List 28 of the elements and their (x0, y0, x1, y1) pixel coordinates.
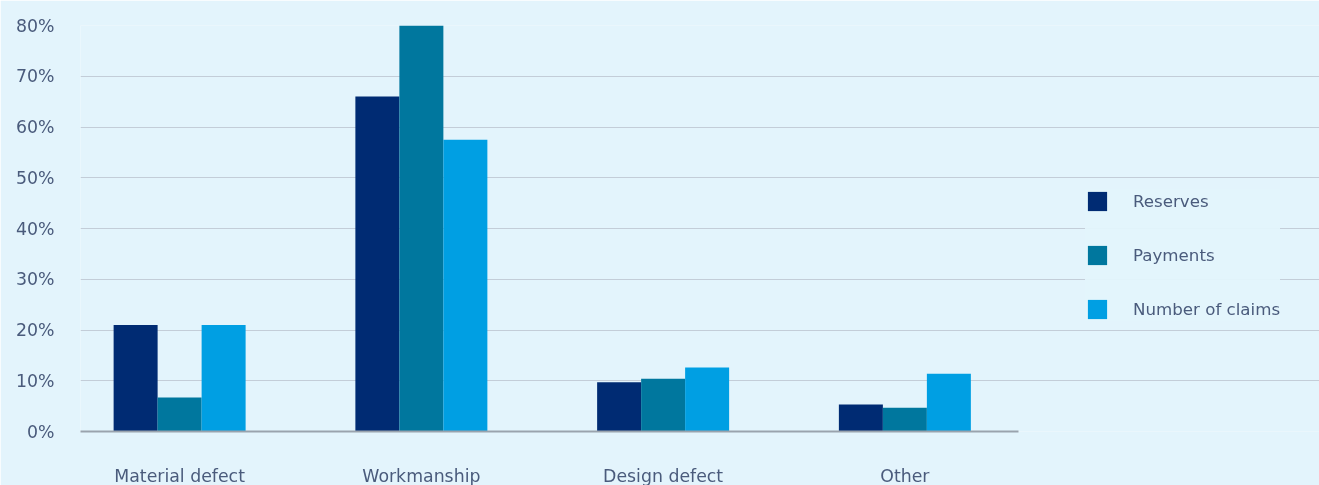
x-tick-label: Other (880, 465, 931, 485)
x-tick-label: Material defect (114, 465, 246, 485)
x-tick-label: Workmanship (362, 465, 481, 485)
y-tick-label: 70% (15, 66, 55, 87)
bar (355, 96, 400, 432)
legend-label: Reserves (1133, 191, 1209, 211)
legend-label: Number of claims (1133, 299, 1281, 319)
y-tick-label: 80% (15, 15, 55, 36)
legend-label: Payments (1133, 245, 1215, 265)
bar (157, 397, 202, 432)
bar (882, 407, 927, 432)
x-tick-label: Design defect (603, 465, 724, 485)
y-tick-label: 40% (15, 218, 55, 239)
y-tick-label: 30% (15, 269, 55, 290)
y-tick-label: 50% (15, 167, 55, 188)
bar (443, 139, 488, 432)
y-tick-label: 20% (15, 320, 55, 340)
bar (201, 324, 246, 432)
bar (113, 324, 158, 432)
y-tick-label: 10% (15, 370, 55, 391)
bar (926, 373, 971, 432)
bar (685, 367, 730, 432)
bar (399, 25, 444, 432)
bar (597, 382, 642, 432)
y-tick-label: 0% (27, 421, 55, 442)
bar (641, 378, 686, 432)
bar (838, 404, 883, 432)
y-tick-label: 60% (15, 117, 55, 137)
